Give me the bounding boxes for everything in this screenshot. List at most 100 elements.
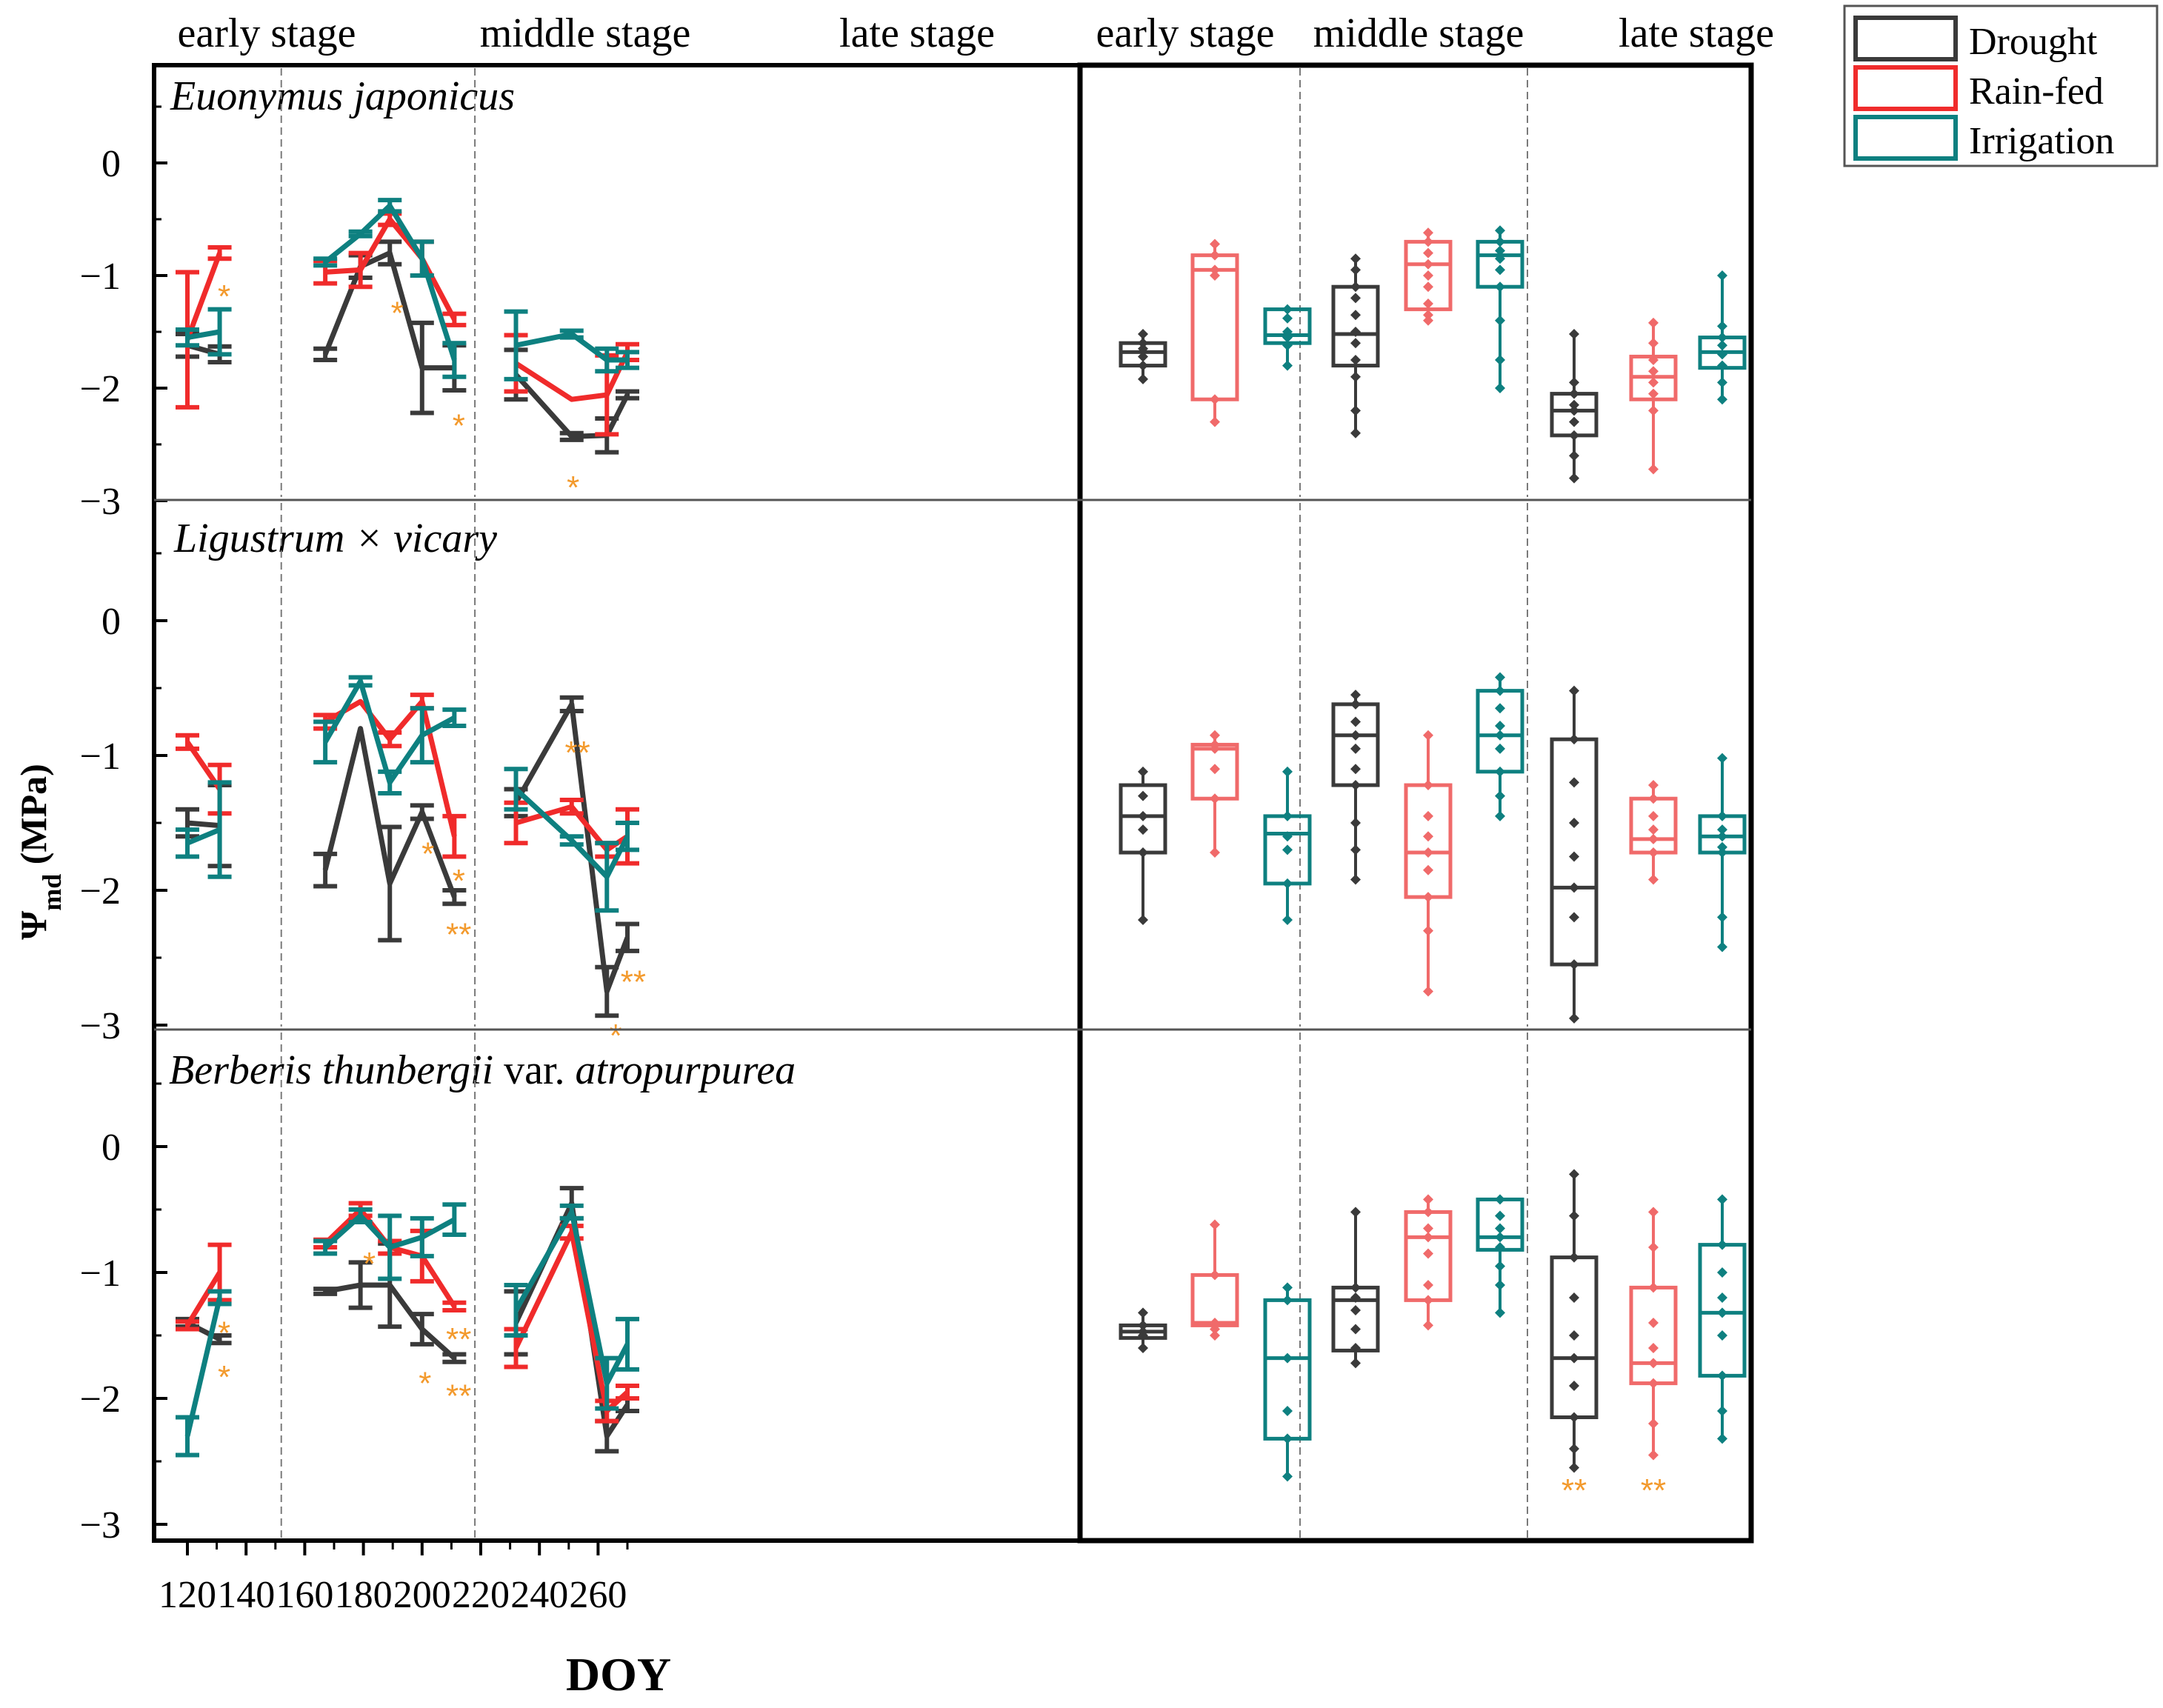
box-rainfed — [1190, 238, 1239, 427]
box-data-point — [1138, 790, 1148, 801]
box-data-point — [1423, 1248, 1433, 1259]
box-data-point — [1350, 690, 1361, 701]
species-title-berberis-part1: Berberis thunbergii — [169, 1047, 493, 1093]
x-tick-label: 120 — [159, 1574, 216, 1616]
box-data-point — [1495, 1307, 1505, 1318]
box-data-point — [1210, 743, 1220, 754]
box-data-point — [1138, 915, 1148, 926]
legend: Drought Rain-fed Irrigation — [1843, 4, 2159, 167]
box-data-point — [1495, 1242, 1505, 1252]
series-line-drought — [513, 373, 630, 439]
box-drought — [1331, 690, 1380, 885]
y-tick-label: −2 — [80, 368, 121, 410]
species-title-euonymus: Euonymus japonicus — [170, 73, 515, 119]
box-data-point — [1210, 730, 1220, 741]
box-data-point — [1569, 1462, 1579, 1473]
box-data-point — [1210, 264, 1220, 276]
box-rainfed — [1629, 317, 1678, 475]
box-data-point — [1569, 777, 1579, 788]
box-data-point — [1648, 338, 1659, 349]
species-title-berberis: Berberis thunbergii var. atropurpurea — [169, 1047, 796, 1093]
series-line-rainfed — [184, 252, 222, 341]
y-axis-label-sub: md — [37, 874, 67, 911]
box-data-point — [1138, 343, 1148, 354]
series-line-irrigation — [187, 329, 221, 341]
plot-area: 0−1−2−3* ***0−1−2−3*********0−1−2−3******… — [80, 62, 1754, 1616]
significance-marker: * — [421, 835, 434, 872]
box-data-point — [1648, 1343, 1659, 1353]
box-data-point — [1423, 847, 1433, 858]
box-data-point — [1569, 416, 1579, 427]
stage-header-late-right: late stage — [1619, 10, 1774, 56]
box-data-point — [1210, 793, 1220, 804]
box-data-point — [1648, 1318, 1659, 1328]
box-data-point — [1717, 1433, 1727, 1444]
box-data-point — [1210, 270, 1220, 281]
x-tick-label: 200 — [393, 1574, 451, 1616]
box-irrigation — [1476, 672, 1524, 821]
box-data-point — [1423, 730, 1433, 741]
box-data-point — [1495, 281, 1505, 293]
box-data-point — [1495, 1194, 1505, 1205]
box-data-point — [1569, 405, 1579, 416]
stage-header-early-right: early stage — [1096, 10, 1275, 56]
significance-marker: ** — [446, 917, 471, 953]
box-data-point — [1717, 912, 1727, 923]
box-data-point — [1210, 1324, 1220, 1335]
y-tick-label: −1 — [80, 256, 121, 298]
box-data-point — [1282, 327, 1293, 337]
box-data-point — [1717, 1370, 1727, 1381]
box-data-point — [1210, 1330, 1220, 1341]
box-data-point — [1138, 1307, 1148, 1318]
box-drought — [1550, 1169, 1599, 1473]
box-panel-1 — [1119, 68, 1747, 497]
box-data-point — [1210, 394, 1220, 405]
box-data-point — [1423, 270, 1433, 281]
box-drought — [1331, 1207, 1380, 1369]
box-data-point — [1648, 1418, 1659, 1429]
box-data-point — [1138, 1330, 1148, 1341]
box-data-point — [1350, 730, 1361, 741]
box-irrigation — [1263, 304, 1312, 371]
box-data-point — [1717, 1406, 1727, 1416]
species-title-berberis-part2: atropurpurea — [576, 1047, 796, 1093]
box-data-point — [1569, 818, 1579, 828]
box-data-point — [1282, 313, 1293, 324]
box-data-point — [1210, 250, 1220, 261]
box-data-point — [1648, 366, 1659, 377]
legend-rainfed-swatch — [1853, 65, 1958, 111]
box-data-point — [1423, 1194, 1433, 1205]
box-rainfed — [1404, 730, 1453, 997]
box-data-point — [1717, 1307, 1727, 1318]
box-data-point — [1350, 1358, 1361, 1369]
box-data-point — [1423, 310, 1433, 321]
box-data-point — [1495, 1223, 1505, 1234]
box-data-point — [1423, 925, 1433, 936]
box-rainfed — [1190, 730, 1239, 858]
box-rainfed — [1629, 1207, 1678, 1461]
box-data-point — [1138, 1343, 1148, 1353]
box-data-point — [1138, 1320, 1148, 1331]
box-drought — [1119, 1307, 1167, 1353]
box-data-point — [1717, 841, 1727, 853]
y-tick-label: 0 — [101, 601, 121, 643]
y-axis-label-psi: Ψ — [13, 911, 54, 940]
box-data-point — [1350, 698, 1361, 710]
legend-irrigation-swatch — [1853, 115, 1958, 161]
box-data-point — [1569, 851, 1579, 862]
box-data-point — [1423, 1223, 1433, 1234]
box-data-point — [1350, 355, 1361, 365]
y-axis-label: Ψmd (MPa) — [13, 764, 67, 940]
box-data-point — [1569, 1013, 1579, 1024]
box-data-point — [1495, 236, 1505, 247]
y-tick-label: −1 — [80, 1252, 121, 1295]
y-tick-label: −3 — [80, 481, 121, 523]
box-data-point — [1569, 734, 1579, 745]
y-axis-label-unit: (MPa) — [13, 764, 54, 874]
box-data-point — [1717, 1239, 1727, 1250]
box-data-point — [1350, 780, 1361, 791]
significance-marker: * — [218, 278, 230, 315]
stage-header-late-left: late stage — [839, 10, 995, 56]
box-data-point — [1569, 430, 1579, 441]
box-panel-3: ** ** — [1119, 1033, 1747, 1538]
